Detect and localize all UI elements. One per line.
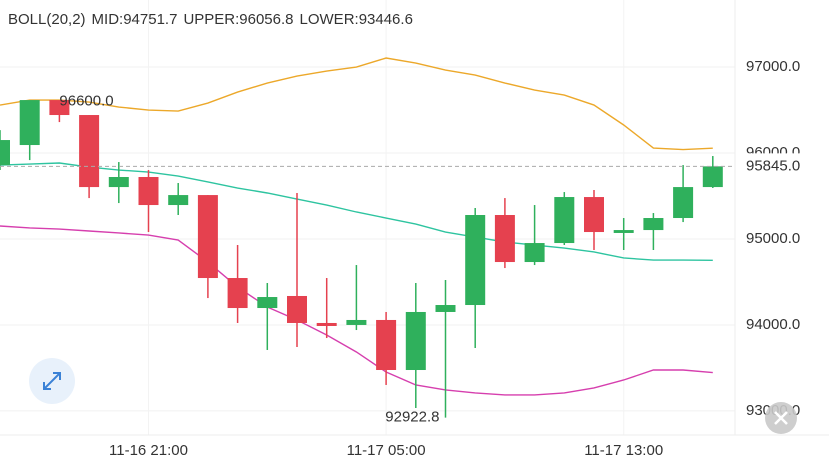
plot-area	[0, 57, 735, 418]
candle-body	[49, 100, 70, 116]
candle-body	[554, 197, 575, 244]
legend-entry: UPPER:96056.8	[183, 11, 293, 28]
candle-body	[584, 197, 604, 233]
legend: BOLL(20,2) MID:94751.7 UPPER:96056.8 LOWER:…	[8, 11, 413, 28]
candle-body	[405, 311, 426, 371]
low-label: 92922.8	[385, 409, 439, 426]
candle-body	[435, 305, 456, 312]
last-price-box	[736, 153, 829, 180]
candle-body	[19, 100, 40, 146]
legend-entry: LOWER:93446.6	[300, 11, 413, 28]
candle-body	[108, 177, 129, 188]
boll-line	[0, 162, 713, 262]
candle-body	[613, 230, 634, 233]
y-tick-label: 94000.0	[746, 316, 800, 333]
grid	[0, 0, 735, 435]
candle-body	[465, 215, 486, 306]
high-label: 96600.0	[59, 92, 113, 109]
candle-body	[257, 297, 278, 309]
expand-button[interactable]	[29, 358, 75, 404]
candle-body	[524, 243, 545, 263]
candle-body	[79, 115, 100, 188]
candle-body	[168, 195, 189, 206]
candle-body	[316, 322, 337, 326]
last-price-label: 95845.0	[746, 157, 800, 174]
close-button[interactable]	[765, 402, 797, 434]
candle-body	[702, 166, 723, 188]
labels: 97000.096000.095000.094000.093000.011-16…	[59, 58, 829, 459]
x-tick-label: 11-17 05:00	[347, 442, 426, 459]
candle-body	[0, 140, 10, 166]
x-tick-label: 11-16 21:00	[109, 442, 188, 459]
x-tick-label: 11-17 13:00	[584, 442, 663, 459]
candle-body	[138, 177, 159, 206]
candle-body	[376, 319, 397, 371]
candle-body	[346, 319, 367, 325]
candle-body	[287, 295, 307, 323]
candle-body	[197, 195, 218, 279]
y-tick-label: 97000.0	[746, 58, 800, 75]
candle-body	[227, 278, 248, 309]
indicator-label: BOLL(20,2)	[8, 11, 86, 28]
boll-line	[0, 57, 713, 151]
candle-body	[673, 187, 694, 219]
boll-line	[0, 225, 713, 396]
legend-entry: MID:94751.7	[92, 11, 178, 28]
candle-body	[643, 218, 664, 231]
y-tick-label: 95000.0	[746, 230, 800, 247]
candle-body	[494, 215, 515, 263]
